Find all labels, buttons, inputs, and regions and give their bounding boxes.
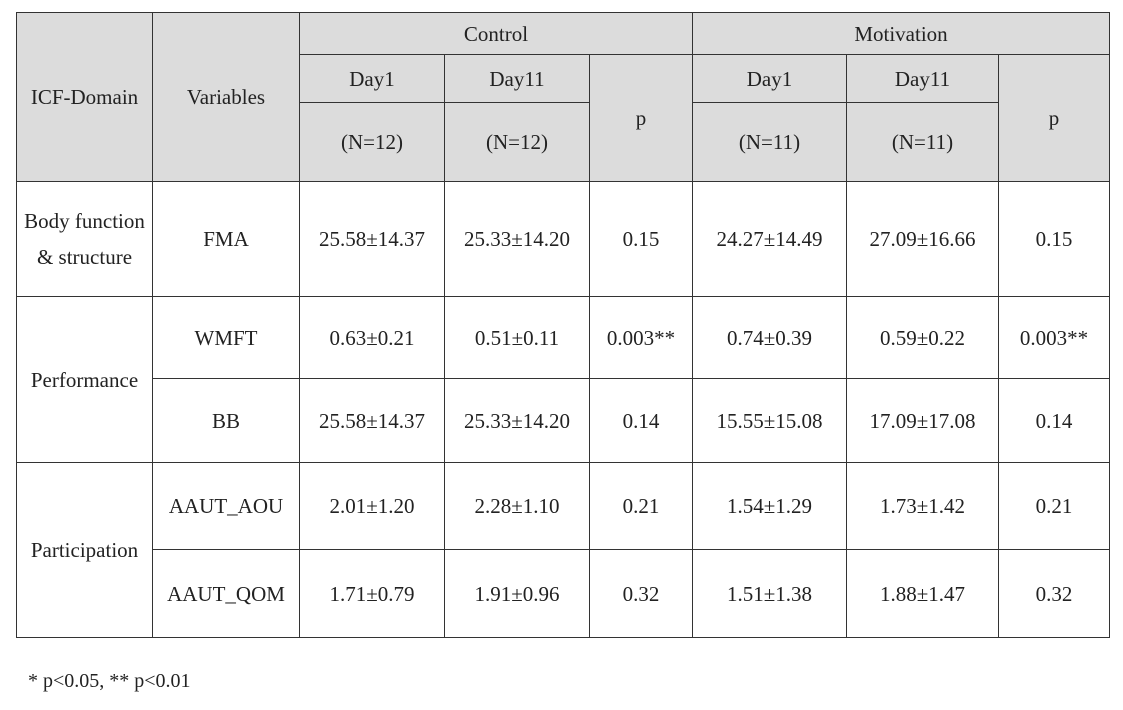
value-cell: 0.59±0.22 bbox=[846, 296, 999, 379]
variable-cell: FMA bbox=[152, 181, 300, 297]
data-row: Participation AAUT_AOU 2.01±1.20 2.28±1.10 0… bbox=[16, 462, 1111, 638]
value-cell: 1.73±1.42 bbox=[846, 462, 999, 550]
value-cell: 25.33±14.20 bbox=[444, 378, 590, 463]
value-cell: 0.63±0.21 bbox=[299, 296, 445, 379]
value-cell: 0.74±0.39 bbox=[692, 296, 847, 379]
results-table: ICF-Domain Variables Control Motivation Day1… bbox=[16, 12, 1111, 638]
header-row: (N=12) (N=12) (N=11) (N=11) bbox=[17, 102, 1110, 182]
p-header: p bbox=[589, 54, 693, 182]
day-header: Day1 bbox=[692, 54, 847, 103]
value-cell: 0.003** bbox=[589, 296, 693, 379]
value-cell: 25.58±14.37 bbox=[299, 181, 445, 297]
variable-cell: AAUT_AOU bbox=[152, 462, 300, 550]
value-cell: 15.55±15.08 bbox=[692, 378, 847, 463]
data-row: BB 25.58±14.37 25.33±14.20 0.14 15.55±15.08 1… bbox=[17, 378, 1111, 463]
data-row: AAUT_QOM 1.71±0.79 1.91±0.96 0.32 1.51±1.38 1… bbox=[17, 549, 1111, 638]
value-cell: 27.09±16.66 bbox=[846, 181, 999, 297]
value-cell: 1.91±0.96 bbox=[444, 549, 590, 638]
n-header: (N=11) bbox=[846, 102, 999, 182]
value-cell: 0.21 bbox=[997, 462, 1111, 550]
table-body: Body function & structure FMA 25.58±14.37 2… bbox=[16, 181, 1111, 638]
p-header: p bbox=[997, 54, 1111, 182]
value-cell: 25.33±14.20 bbox=[444, 181, 590, 297]
header-row: ICF-Domain Variables Control Motivation bbox=[16, 12, 1111, 182]
value-cell: 0.51±0.11 bbox=[444, 296, 590, 379]
value-cell: 0.15 bbox=[997, 181, 1111, 297]
value-cell: 1.54±1.29 bbox=[692, 462, 847, 550]
value-cell: 17.09±17.08 bbox=[846, 378, 999, 463]
header-row: Day1 Day11 p Day1 Day11 p bbox=[17, 54, 1111, 182]
group-header: Control bbox=[299, 12, 693, 55]
value-cell: 0.14 bbox=[589, 378, 693, 463]
n-header: (N=11) bbox=[692, 102, 847, 182]
value-cell: 2.01±1.20 bbox=[299, 462, 445, 550]
n-header: (N=12) bbox=[299, 102, 445, 182]
domain-cell: Participation bbox=[16, 462, 153, 638]
value-cell: 1.51±1.38 bbox=[692, 549, 847, 638]
n-header: (N=12) bbox=[444, 102, 590, 182]
value-cell: 0.14 bbox=[997, 378, 1111, 463]
value-cell: 1.71±0.79 bbox=[299, 549, 445, 638]
value-cell: 24.27±14.49 bbox=[692, 181, 847, 297]
value-cell: 25.58±14.37 bbox=[299, 378, 445, 463]
value-cell: 0.32 bbox=[589, 549, 693, 638]
variable-cell: AAUT_QOM bbox=[152, 549, 300, 638]
day-header: Day11 bbox=[846, 54, 999, 103]
domain-cell: Body function & structure bbox=[16, 181, 153, 297]
value-cell: 1.88±1.47 bbox=[846, 549, 999, 638]
value-cell: 0.15 bbox=[589, 181, 693, 297]
table-header: ICF-Domain Variables Control Motivation Day1… bbox=[16, 12, 1111, 182]
header-cell: ICF-Domain bbox=[16, 12, 153, 182]
variable-cell: WMFT bbox=[152, 296, 300, 379]
value-cell: 2.28±1.10 bbox=[444, 462, 590, 550]
variable-cell: BB bbox=[152, 378, 300, 463]
group-header: Motivation bbox=[691, 12, 1111, 55]
value-cell: 0.21 bbox=[589, 462, 693, 550]
domain-cell: Performance bbox=[16, 296, 153, 463]
footnote: * p<0.05, ** p<0.01 bbox=[28, 670, 191, 692]
data-row: Body function & structure FMA 25.58±14.37 2… bbox=[16, 181, 1111, 297]
day-header: Day11 bbox=[444, 54, 590, 103]
data-row: Performance WMFT 0.63±0.21 0.51±0.11 0.003**… bbox=[16, 296, 1111, 463]
day-header: Day1 bbox=[299, 54, 445, 103]
value-cell: 0.32 bbox=[997, 549, 1111, 638]
header-cell: Variables bbox=[152, 12, 300, 182]
value-cell: 0.003** bbox=[997, 296, 1111, 379]
